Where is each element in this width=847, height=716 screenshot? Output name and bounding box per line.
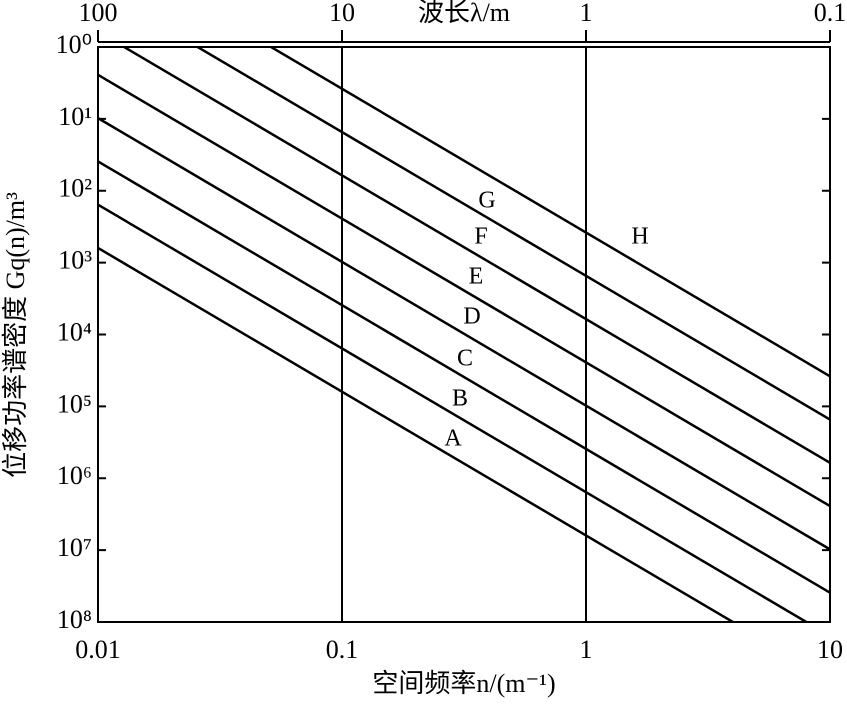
- y-tick-label: 10³: [58, 246, 92, 275]
- y-axis-title: 位移功率谱密度 Gq(n)/m³: [1, 192, 30, 478]
- y-tick-label: 10¹: [58, 102, 92, 131]
- series-label: A: [444, 426, 462, 452]
- y-tick-label: 10⁵: [57, 389, 92, 418]
- x-tick-label: 1: [580, 635, 593, 664]
- series-label: C: [457, 346, 473, 372]
- series-label: D: [463, 304, 480, 330]
- y-tick-label: 10⁶: [57, 461, 92, 490]
- series-line: [98, 203, 809, 622]
- x-axis-title: 空间频率n/(m⁻¹): [372, 669, 555, 698]
- series-line: [98, 117, 830, 551]
- x-tick-label: 0.01: [75, 635, 121, 664]
- series-line: [98, 246, 736, 622]
- x2-axis-title: 波长λ/m: [418, 0, 510, 27]
- y-tick-label: 10⁰: [56, 30, 92, 59]
- series-line: [98, 160, 830, 594]
- x2-tick-label: 0.1: [814, 0, 847, 27]
- y-tick-label: 10⁴: [57, 317, 92, 346]
- series-line: [121, 47, 830, 464]
- series-label: F: [474, 224, 487, 250]
- series-line: [98, 73, 830, 508]
- x2-tick-label: 1: [580, 0, 593, 27]
- series-label: G: [478, 188, 495, 214]
- x-tick-label: 0.1: [326, 635, 359, 664]
- x2-tick-label: 10: [329, 0, 355, 27]
- series-label: H: [631, 224, 648, 250]
- series-line: [268, 47, 830, 378]
- y-tick-label: 10⁸: [57, 605, 92, 634]
- series-group: [98, 47, 830, 622]
- y-tick-label: 10²: [58, 174, 92, 203]
- series-label: B: [452, 386, 468, 412]
- y-tick-label: 10⁷: [57, 533, 92, 562]
- x2-tick-label: 100: [79, 0, 118, 27]
- series-label: E: [469, 264, 484, 290]
- series-line: [195, 47, 830, 421]
- x-tick-label: 10: [817, 635, 843, 664]
